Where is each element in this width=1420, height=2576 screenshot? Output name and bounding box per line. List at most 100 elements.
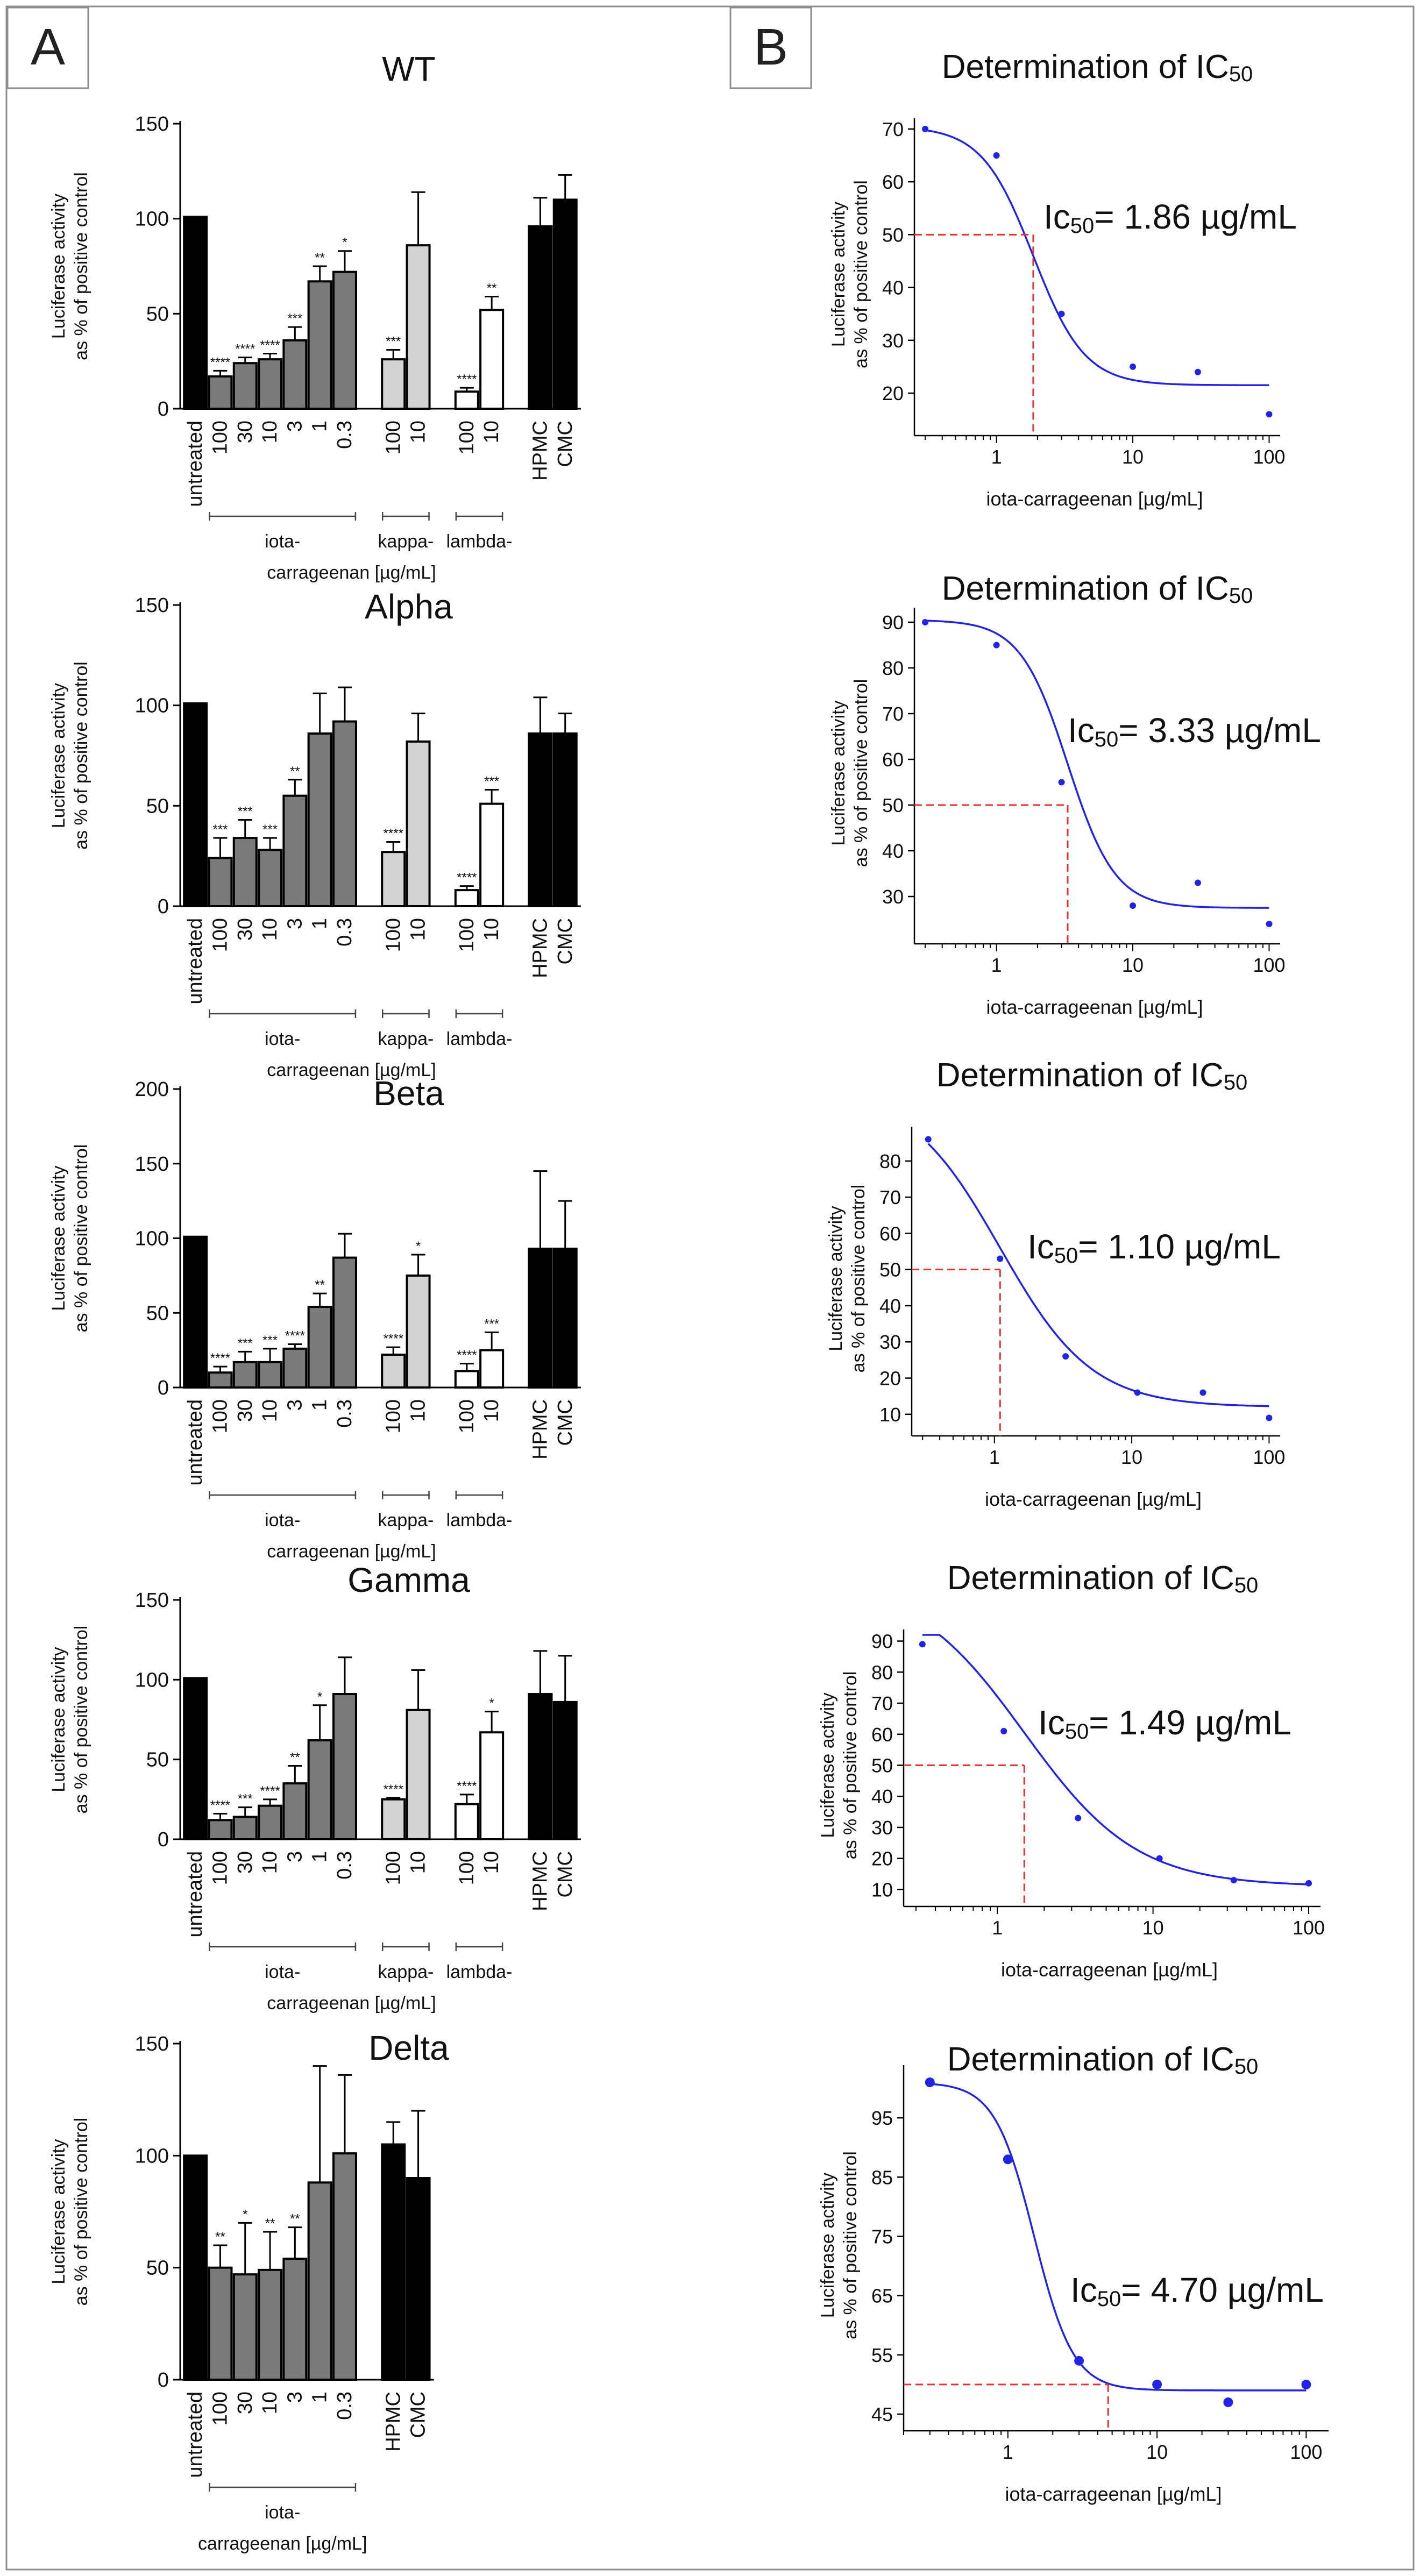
chart-title-subscript: 50 (1234, 2055, 1259, 2079)
category-label: 30 (234, 1399, 257, 1422)
category-label: 3 (283, 421, 306, 432)
data-point (1266, 921, 1273, 927)
bar (332, 720, 357, 907)
bar (258, 1804, 283, 1840)
bar (454, 390, 479, 410)
category-label: untreated (184, 421, 207, 507)
y-tick-label: 50 (146, 2257, 169, 2280)
category-label: 1 (309, 1399, 331, 1411)
bar (258, 849, 283, 908)
data-point (1301, 2379, 1311, 2389)
y-axis-label-line1: Luciferase activity (48, 2139, 69, 2284)
significance-mark: *** (386, 334, 401, 348)
data-point (925, 1136, 932, 1143)
y-tick-label: 40 (879, 1295, 901, 1317)
y-axis-label-line1: Luciferase activity (828, 700, 849, 845)
bar (307, 2181, 332, 2381)
x-tick-label: 1 (989, 1446, 1000, 1468)
ic50-chart-2: Determination of IC50 Luciferase activity… (828, 570, 1321, 1018)
significance-mark: **** (260, 338, 280, 353)
significance-mark: **** (457, 1779, 477, 1794)
data-point (919, 1641, 926, 1648)
fit-curve (925, 129, 1269, 387)
bar (307, 1306, 332, 1389)
significance-mark: **** (210, 1351, 230, 1365)
y-tick-label: 10 (879, 1404, 901, 1426)
ic50-value-text: = 1.86 µg/mL (1094, 197, 1297, 236)
significance-mark: *** (262, 822, 278, 837)
bar (479, 1731, 505, 1841)
chart-title: Delta (368, 2029, 449, 2067)
significance-mark: *** (484, 774, 499, 788)
group-unit-label: carrageenan [µg/mL] (267, 1541, 436, 1562)
y-tick-label: 30 (882, 886, 904, 908)
category-label: 10 (480, 421, 503, 443)
category-label: untreated (184, 1399, 207, 1486)
ic50-value-text: = 4.70 µg/mL (1121, 2271, 1324, 2309)
chart-title-subscript: 50 (1229, 62, 1253, 86)
bar (454, 1370, 479, 1389)
data-point (997, 1255, 1004, 1262)
category-label: untreated (184, 2392, 207, 2478)
ic50-prefix: Ic (1043, 197, 1070, 236)
bar (183, 1235, 208, 1389)
panel-a-label: A (6, 6, 89, 89)
y-tick-label: 100 (135, 1228, 169, 1250)
bar (183, 1677, 208, 1841)
category-label: 100 (209, 918, 231, 952)
data-point (1266, 1414, 1273, 1421)
bar (232, 1816, 258, 1840)
ic50-subscript: 50 (1054, 1244, 1078, 1268)
category-label: 10 (480, 1851, 503, 1874)
ic50-value-text: = 1.49 µg/mL (1089, 1703, 1291, 1742)
ic50-chart-5: Determination of IC50 Luciferase activity… (818, 2041, 1329, 2505)
significance-mark: * (416, 1239, 421, 1254)
category-label: 10 (480, 1399, 503, 1422)
significance-mark: **** (384, 1332, 403, 1346)
bar (528, 225, 553, 410)
y-tick-label: 150 (135, 1589, 169, 1612)
y-tick-label: 70 (871, 1692, 893, 1714)
group-label-iota: iota- (265, 1962, 300, 1982)
significance-mark: *** (484, 1317, 499, 1331)
bar (307, 1739, 332, 1840)
data-point (1075, 1814, 1082, 1821)
y-tick-label: 0 (158, 398, 169, 421)
group-label-kappa: kappa- (378, 1510, 434, 1531)
bar (258, 2268, 283, 2381)
category-label: CMC (554, 1399, 577, 1446)
chart-title: Gamma (347, 1561, 470, 1599)
significance-mark: *** (212, 822, 228, 837)
significance-mark: *** (238, 1336, 253, 1350)
data-point (1194, 879, 1201, 886)
x-axis-label: iota-carrageenan [µg/mL] (986, 488, 1203, 510)
significance-mark: **** (285, 1329, 305, 1343)
y-tick-label: 50 (146, 1749, 169, 1771)
y-tick-label: 30 (879, 1331, 901, 1353)
panel-a-letter: A (31, 18, 65, 76)
significance-mark: * (489, 1696, 494, 1711)
significance-mark: **** (457, 871, 477, 885)
y-axis-label-line2: as % of positive control (71, 172, 91, 360)
group-unit-label: carrageenan [µg/mL] (198, 2534, 367, 2554)
significance-mark: ** (315, 1278, 325, 1292)
y-tick-label: 80 (871, 1661, 893, 1683)
significance-mark: **** (384, 1782, 403, 1797)
bar (282, 794, 308, 907)
category-label: 30 (234, 918, 257, 941)
category-label: 100 (456, 1851, 478, 1885)
category-label: 30 (234, 421, 257, 443)
group-label-iota: iota- (265, 1029, 300, 1049)
significance-mark: **** (384, 827, 403, 841)
category-label: 3 (283, 1851, 306, 1862)
bar (282, 339, 308, 410)
group-unit-label: carrageenan [µg/mL] (267, 1060, 436, 1080)
group-label-kappa: kappa- (378, 1029, 434, 1049)
category-label: untreated (184, 1851, 207, 1938)
y-tick-label: 70 (882, 118, 904, 140)
significance-mark: **** (210, 1798, 230, 1813)
significance-mark: **** (210, 355, 230, 369)
x-tick-label: 1 (991, 954, 1002, 976)
ic50-annotation: Ic50= 1.86 µg/mL (1043, 197, 1297, 238)
bar-chart-wt: WT Luciferase activity as % of positive co… (48, 49, 581, 583)
